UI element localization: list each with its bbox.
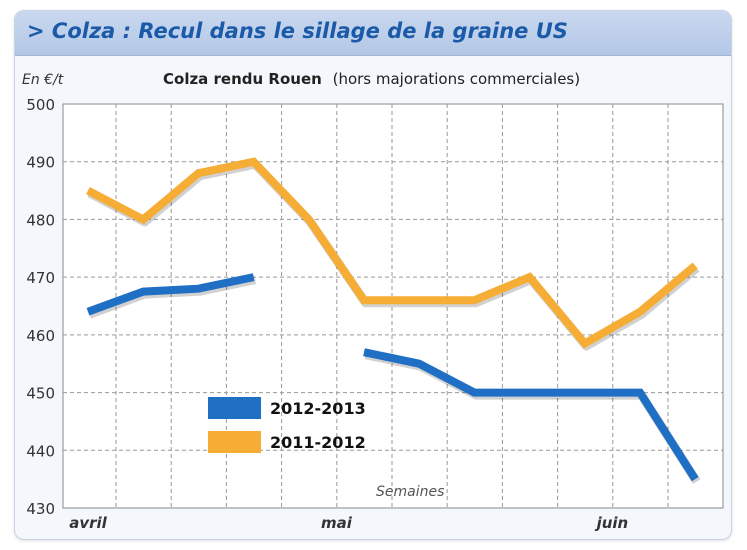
series-line-2012-2013 xyxy=(86,273,255,316)
series-line-2012-2013 xyxy=(363,348,699,482)
y-tick-label: 490 xyxy=(26,154,55,172)
y-tick-label: 480 xyxy=(26,211,55,229)
legend-swatch xyxy=(208,431,261,453)
x-tick-label: mai xyxy=(321,514,353,532)
page-title: > Colza : Recul dans le sillage de la gr… xyxy=(27,19,568,43)
y-tick-label: 470 xyxy=(26,269,55,287)
y-tick-label: 440 xyxy=(26,442,55,460)
legend-label: 2012-2013 xyxy=(270,399,366,418)
title-banner: > Colza : Recul dans le sillage de la gr… xyxy=(15,11,731,56)
series-lines xyxy=(86,157,701,485)
chart-title-main: Colza rendu Rouen xyxy=(163,70,322,88)
y-tick-label: 500 xyxy=(26,96,55,114)
y-tick-label: 430 xyxy=(26,500,55,518)
chart-title-note: (hors majorations commerciales) xyxy=(333,70,581,88)
legend-label: 2011-2012 xyxy=(270,433,366,452)
x-tick-label: juin xyxy=(595,514,629,532)
y-tick-label: 450 xyxy=(26,385,55,403)
legend-swatch xyxy=(208,397,261,419)
y-unit-label: En €/t xyxy=(22,72,64,88)
x-tick-label: avril xyxy=(69,514,107,532)
x-axis-ticks: avril mai juin xyxy=(69,514,628,532)
legend: 2012-2013 2011-2012 xyxy=(208,397,366,453)
series-line-2011-2012 xyxy=(86,157,698,349)
chart-title: Colza rendu Rouen (hors majorations comm… xyxy=(163,70,580,88)
x-axis-label: Semaines xyxy=(376,484,444,500)
y-axis-ticks: 430 440 450 460 470 480 490 500 xyxy=(26,96,55,518)
y-tick-label: 460 xyxy=(26,327,55,345)
